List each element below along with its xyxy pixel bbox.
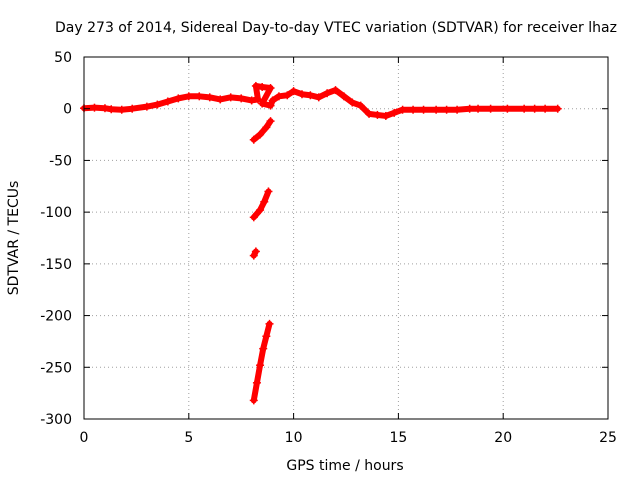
data-point	[251, 247, 260, 256]
x-tick-label: 20	[494, 430, 512, 446]
x-tick-label: 25	[599, 430, 617, 446]
x-tick-label: 10	[285, 430, 303, 446]
x-tick-label: 0	[80, 430, 89, 446]
x-tick-label: 15	[389, 430, 407, 446]
y-tick-label: -150	[40, 257, 72, 273]
y-tick-label: -100	[40, 205, 72, 221]
data-point	[265, 319, 274, 328]
y-tick-label: -50	[49, 153, 72, 169]
chart-title: Day 273 of 2014, Sidereal Day-to-day VTE…	[55, 20, 617, 36]
plot-frame	[83, 56, 609, 420]
axis-ticks: 0 5 10 15 20 25 -300 -250 -200 -150 -100 -50 0 50	[40, 50, 617, 446]
y-tick-label: -300	[40, 412, 72, 428]
data-point	[264, 187, 273, 196]
data-point	[266, 117, 275, 126]
x-tick-label: 5	[184, 430, 193, 446]
data-point	[553, 104, 562, 113]
data-points	[80, 81, 562, 405]
y-axis-label: SDTVAR / TECUs	[6, 181, 22, 296]
y-tick-label: 0	[63, 102, 72, 118]
y-tick-label: -250	[40, 360, 72, 376]
x-axis-label: GPS time / hours	[286, 458, 403, 474]
y-tick-label: -200	[40, 309, 72, 325]
y-tick-label: 50	[54, 50, 72, 66]
